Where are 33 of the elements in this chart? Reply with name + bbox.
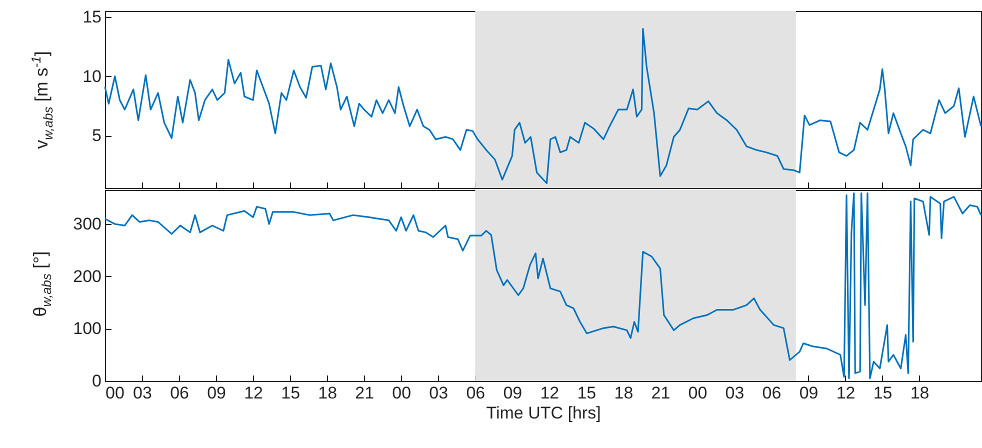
y-tick-label: 300 bbox=[73, 214, 102, 234]
x-tick-label: 18 bbox=[614, 384, 634, 402]
x-tick-label: 03 bbox=[429, 384, 448, 402]
x-tick-label: 12 bbox=[540, 384, 560, 402]
y-tick-label: 10 bbox=[82, 66, 102, 86]
x-tick-label: 03 bbox=[133, 384, 152, 402]
x-tick-label: 12 bbox=[836, 384, 856, 402]
x-tick-label: 15 bbox=[873, 384, 892, 402]
x-tick-label: 18 bbox=[910, 384, 930, 402]
x-tick-label: 15 bbox=[281, 384, 300, 402]
x-tick-label: 09 bbox=[207, 384, 226, 402]
x-tick-label: 12 bbox=[244, 384, 264, 402]
x-tick-label: 09 bbox=[799, 384, 818, 402]
x-axis-title: Time UTC [hrs] bbox=[486, 404, 601, 422]
x-tick-label: 06 bbox=[762, 384, 782, 402]
x-tick-label: 00 bbox=[106, 384, 124, 402]
x-tick-label: 21 bbox=[651, 384, 670, 402]
y-tick-label: 15 bbox=[82, 7, 102, 26]
x-tick-label: 06 bbox=[466, 384, 486, 402]
line-series bbox=[104, 28, 982, 184]
x-tick-label: 00 bbox=[688, 384, 708, 402]
line-series bbox=[104, 192, 982, 380]
x-tick-label: 06 bbox=[170, 384, 189, 402]
y-tick-label: 0 bbox=[92, 372, 102, 390]
x-tick-label: 00 bbox=[392, 384, 412, 402]
y-tick-label: 5 bbox=[92, 126, 102, 146]
x-tick-label: 03 bbox=[725, 384, 744, 402]
y-tick-label: 200 bbox=[73, 266, 102, 286]
x-tick-label: 15 bbox=[577, 384, 596, 402]
x-tick-label: 21 bbox=[355, 384, 374, 402]
x-tick-label: 09 bbox=[503, 384, 522, 402]
x-tick-label: 18 bbox=[318, 384, 338, 402]
y-tick-label: 100 bbox=[73, 319, 102, 338]
